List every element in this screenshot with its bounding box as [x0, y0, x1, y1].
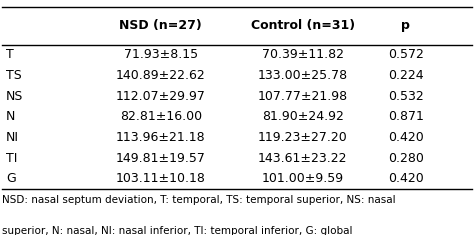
Text: 71.93±8.15: 71.93±8.15	[124, 48, 198, 62]
Text: 82.81±16.00: 82.81±16.00	[119, 110, 202, 123]
Text: T: T	[6, 48, 14, 62]
Text: 0.871: 0.871	[388, 110, 424, 123]
Text: 103.11±10.18: 103.11±10.18	[116, 172, 206, 185]
Text: 0.572: 0.572	[388, 48, 424, 62]
Text: 81.90±24.92: 81.90±24.92	[262, 110, 344, 123]
Text: 0.224: 0.224	[388, 69, 424, 82]
Text: Control (n=31): Control (n=31)	[251, 19, 355, 32]
Text: G: G	[6, 172, 16, 185]
Text: p: p	[401, 19, 410, 32]
Text: 133.00±25.78: 133.00±25.78	[258, 69, 348, 82]
Text: 143.61±23.22: 143.61±23.22	[258, 152, 347, 165]
Text: 140.89±22.62: 140.89±22.62	[116, 69, 206, 82]
Text: 0.280: 0.280	[388, 152, 424, 165]
Text: 70.39±11.82: 70.39±11.82	[262, 48, 344, 62]
Text: NS: NS	[6, 90, 24, 103]
Text: 0.420: 0.420	[388, 131, 424, 144]
Text: N: N	[6, 110, 16, 123]
Text: 107.77±21.98: 107.77±21.98	[258, 90, 348, 103]
Text: 119.23±27.20: 119.23±27.20	[258, 131, 347, 144]
Text: 0.420: 0.420	[388, 172, 424, 185]
Text: TS: TS	[6, 69, 22, 82]
Text: 112.07±29.97: 112.07±29.97	[116, 90, 206, 103]
Text: NSD (n=27): NSD (n=27)	[119, 19, 202, 32]
Text: 101.00±9.59: 101.00±9.59	[262, 172, 344, 185]
Text: 113.96±21.18: 113.96±21.18	[116, 131, 206, 144]
Text: NSD: nasal septum deviation, T: temporal, TS: temporal superior, NS: nasal: NSD: nasal septum deviation, T: temporal…	[2, 195, 396, 205]
Text: TI: TI	[6, 152, 18, 165]
Text: 149.81±19.57: 149.81±19.57	[116, 152, 206, 165]
Text: NI: NI	[6, 131, 19, 144]
Text: superior, N: nasal, NI: nasal inferior, TI: temporal inferior, G: global: superior, N: nasal, NI: nasal inferior, …	[2, 226, 353, 235]
Text: 0.532: 0.532	[388, 90, 424, 103]
